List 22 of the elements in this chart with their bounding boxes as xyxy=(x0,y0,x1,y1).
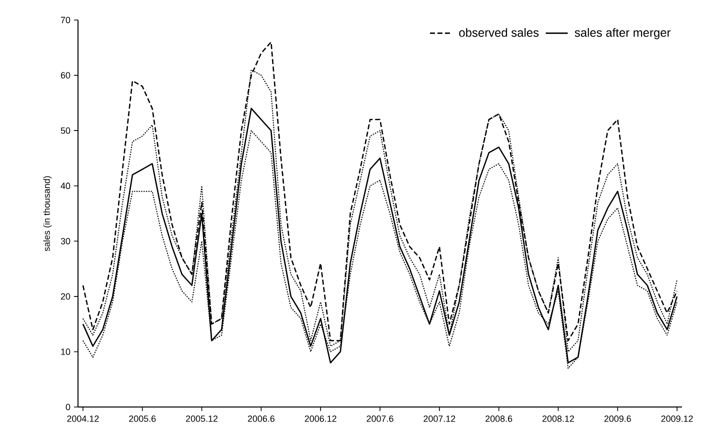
legend-label: observed sales xyxy=(459,28,539,37)
x-tick-label: 2008.12 xyxy=(542,416,574,422)
y-tick-label: 70 xyxy=(60,16,70,24)
y-tick-label: 60 xyxy=(60,72,70,78)
x-tick-label: 2005.6 xyxy=(129,416,156,422)
x-tick-label: 2006.12 xyxy=(304,416,336,422)
legend-label: sales after merger xyxy=(574,28,671,40)
x-tick-label: 2004.12 xyxy=(67,416,99,422)
x-tick-label: 2008.6 xyxy=(486,416,512,422)
y-tick-label: 20 xyxy=(60,293,70,300)
y-tick-label: 10 xyxy=(61,348,70,355)
y-axis-title: sales (in thousand) xyxy=(43,176,52,252)
x-tick-label: 2009.6 xyxy=(604,416,631,422)
x-tick-label: 2006.6 xyxy=(248,416,274,422)
y-tick-label: 40 xyxy=(60,182,70,190)
y-tick-label: 50 xyxy=(60,127,70,134)
y-tick-label: 30 xyxy=(60,238,70,244)
x-tick-label: 2009.12 xyxy=(661,416,693,422)
x-tick-label: 2005.12 xyxy=(186,416,218,422)
y-tick-label: 0 xyxy=(66,404,70,410)
x-tick-label: 2007.12 xyxy=(424,416,456,422)
x-tick-label: 2007.6 xyxy=(366,416,394,422)
